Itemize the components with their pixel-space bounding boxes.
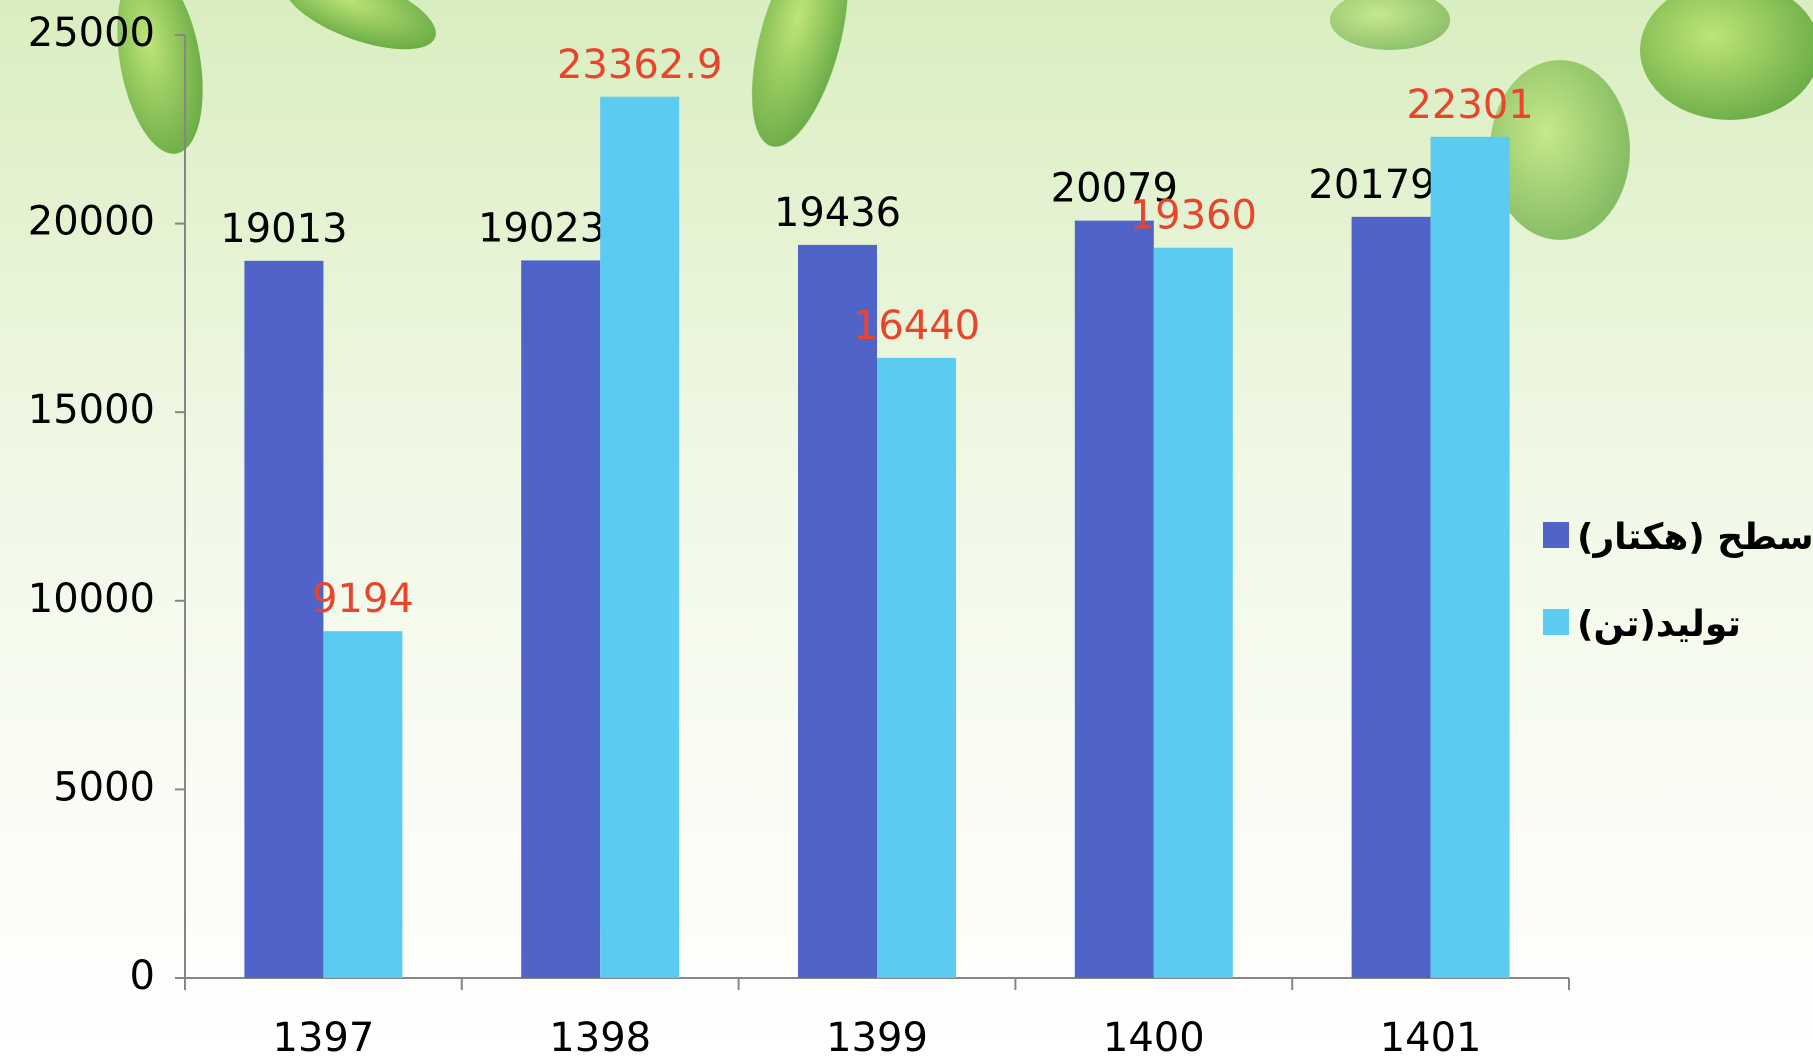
legend-label: سطح (هکتار) [1577, 517, 1813, 558]
legend-swatch [1543, 522, 1569, 548]
y-tick-label: 0 [130, 953, 155, 999]
data-label: 23362.9 [557, 42, 722, 88]
data-label: 19436 [774, 190, 901, 236]
bar [323, 631, 403, 978]
legend-swatch [1543, 609, 1569, 635]
bar [798, 244, 877, 978]
x-tick-label: 1401 [1380, 1015, 1482, 1058]
bar [244, 260, 324, 978]
data-label: 16440 [853, 303, 980, 349]
data-label: 19013 [220, 206, 347, 252]
data-label: 9194 [312, 576, 414, 622]
y-tick-label: 15000 [28, 387, 155, 433]
x-tick-label: 1399 [826, 1015, 928, 1058]
y-tick-label: 10000 [28, 576, 155, 622]
data-label: 19360 [1130, 193, 1257, 239]
y-tick-label: 20000 [28, 199, 155, 245]
x-tick-label: 1400 [1103, 1015, 1205, 1058]
y-tick-label: 5000 [53, 764, 155, 810]
y-tick-label: 25000 [28, 10, 155, 56]
bar [1153, 247, 1233, 979]
data-label: 22301 [1406, 82, 1533, 128]
bar [1074, 220, 1154, 978]
x-tick-label: 1398 [549, 1015, 651, 1058]
bar [1351, 216, 1431, 979]
bar [1430, 136, 1510, 978]
bar [877, 357, 956, 979]
data-label: 20079 [1051, 166, 1178, 212]
x-tick-label: 1397 [273, 1015, 375, 1058]
decoration [117, 0, 1813, 240]
legend-label: تولید(تن) [1577, 604, 1741, 645]
bar [600, 96, 680, 979]
bar [521, 260, 601, 979]
